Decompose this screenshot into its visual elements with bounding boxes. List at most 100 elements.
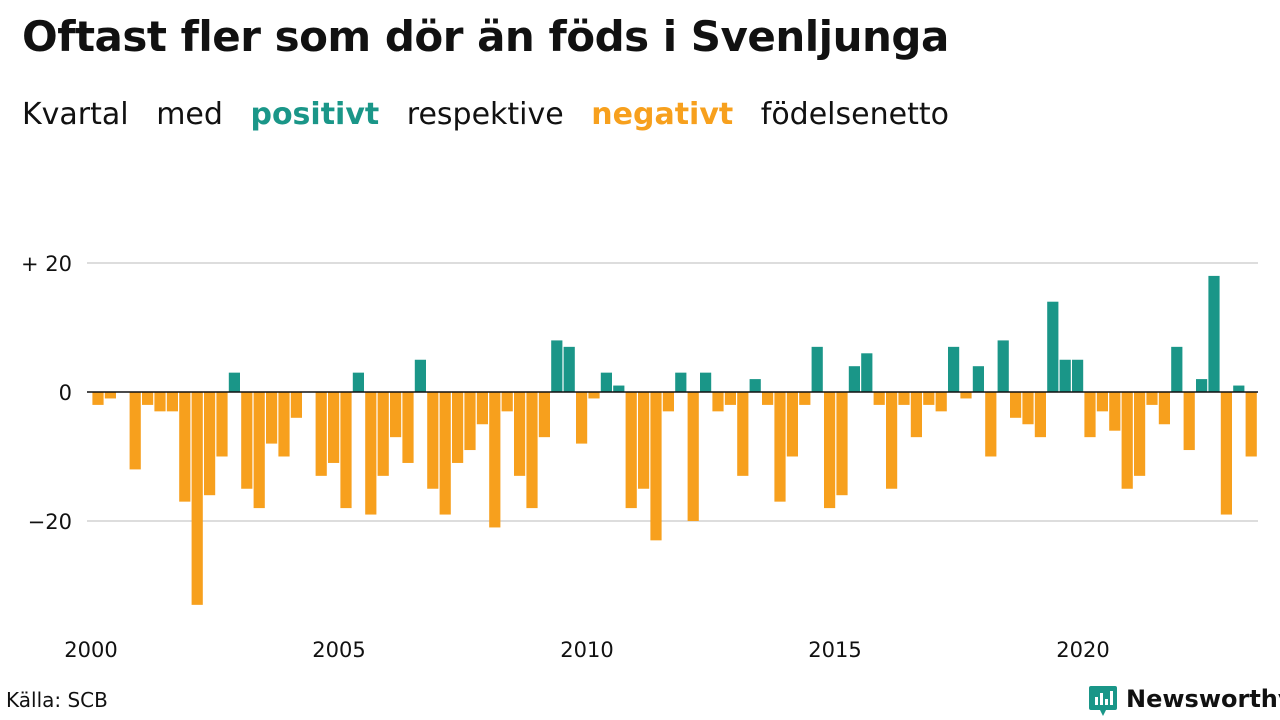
bar-negative (576, 392, 588, 444)
bar-positive (948, 346, 960, 392)
bar-negative (253, 392, 265, 509)
bar-negative (1121, 392, 1133, 489)
bar-negative (538, 392, 550, 438)
bar-positive (1171, 346, 1183, 392)
bar-negative (1084, 392, 1096, 438)
bar-negative (129, 392, 141, 470)
bar-negative (1022, 392, 1034, 425)
bar-negative (1146, 392, 1158, 405)
bar-negative (290, 392, 302, 418)
bar-positive (861, 353, 873, 392)
bar-negative (241, 392, 253, 489)
bar-positive (675, 372, 687, 392)
x-tick-label: 2005 (312, 638, 365, 662)
bar-negative (154, 392, 166, 412)
bar-positive (352, 372, 364, 392)
bar-negative (836, 392, 848, 496)
brand-name: Newsworthy (1126, 685, 1280, 713)
bar-negative (266, 392, 278, 444)
bar-negative (910, 392, 922, 438)
bar-negative (439, 392, 451, 515)
bar-negative (452, 392, 464, 463)
bar-positive (997, 340, 1009, 392)
bar-negative (427, 392, 439, 489)
bar-positive (848, 366, 860, 392)
bar-negative (1245, 392, 1257, 457)
bar-negative (662, 392, 674, 412)
bar-negative (166, 392, 178, 412)
bar-negative (328, 392, 340, 463)
bar-negative (476, 392, 488, 425)
bar-positive (563, 346, 575, 392)
brand-logo[interactable]: Newsworthy (1088, 684, 1280, 720)
bar-negative (526, 392, 538, 509)
y-tick-label: −20 (28, 510, 72, 534)
bar-negative (464, 392, 476, 451)
bar-negative (278, 392, 290, 457)
chart-subtitle: Kvartal med positivt respektive negativt… (22, 97, 967, 132)
chart-title: Oftast fler som dör än föds i Svenljunga (22, 12, 949, 61)
bar-negative (886, 392, 898, 489)
x-tick-label: 2000 (64, 638, 117, 662)
bar-positive (551, 340, 563, 392)
bar-positive (1196, 379, 1208, 392)
bar-negative (1109, 392, 1121, 431)
bar-negative (985, 392, 997, 457)
newsworthy-logo-icon (1089, 686, 1117, 716)
subtitle-part-respektive: respektive (406, 97, 564, 132)
bar-negative (712, 392, 724, 412)
bar-negative (923, 392, 935, 405)
bar-negative (588, 392, 600, 399)
grid-lines (87, 262, 1258, 522)
bar-negative (1158, 392, 1170, 425)
bar-negative (1034, 392, 1046, 438)
bar-negative (650, 392, 662, 541)
bar-positive (613, 385, 625, 392)
y-tick-label: + 20 (21, 252, 72, 276)
bar-negative (762, 392, 774, 405)
bar-negative (216, 392, 228, 457)
bars (92, 275, 1257, 605)
bar-negative (501, 392, 513, 412)
source-note: Källa: SCB (6, 688, 108, 712)
subtitle-part-fodelsenetto: födelsenetto (760, 97, 949, 132)
bar-negative (142, 392, 154, 405)
bar-positive (1233, 385, 1245, 392)
bar-negative (873, 392, 885, 405)
bar-negative (377, 392, 389, 476)
bar-positive (414, 359, 426, 392)
bar-negative (824, 392, 836, 509)
bar-negative (799, 392, 811, 405)
bar-negative (1134, 392, 1146, 476)
bar-negative (638, 392, 650, 489)
bar-positive (700, 372, 712, 392)
bar-negative (935, 392, 947, 412)
bar-negative (625, 392, 637, 509)
bar-positive (228, 372, 240, 392)
bar-negative (489, 392, 501, 528)
x-tick-label: 2015 (808, 638, 861, 662)
bar-negative (340, 392, 352, 509)
axis-layer: + 20 0 −20 2000 2005 2010 2015 2020 (21, 252, 1258, 662)
bar-negative (390, 392, 402, 438)
bar-negative (1010, 392, 1022, 418)
bar-negative (204, 392, 216, 496)
bar-negative (960, 392, 972, 399)
x-tick-label: 2010 (560, 638, 613, 662)
bar-negative (687, 392, 699, 521)
bar-positive (1208, 275, 1220, 392)
bar-negative (724, 392, 736, 405)
y-tick-label: 0 (59, 381, 72, 405)
bar-positive (811, 346, 823, 392)
bar-negative (1183, 392, 1195, 451)
bar-positive (1059, 359, 1071, 392)
subtitle-part-kvartal: Kvartal (22, 97, 129, 132)
legend-negative-label: negativt (591, 97, 734, 132)
bar-negative (92, 392, 104, 405)
bar-positive (972, 366, 984, 392)
bar-negative (179, 392, 191, 502)
bar-positive (1047, 301, 1059, 392)
bar-negative (191, 392, 203, 605)
bar-positive (600, 372, 612, 392)
